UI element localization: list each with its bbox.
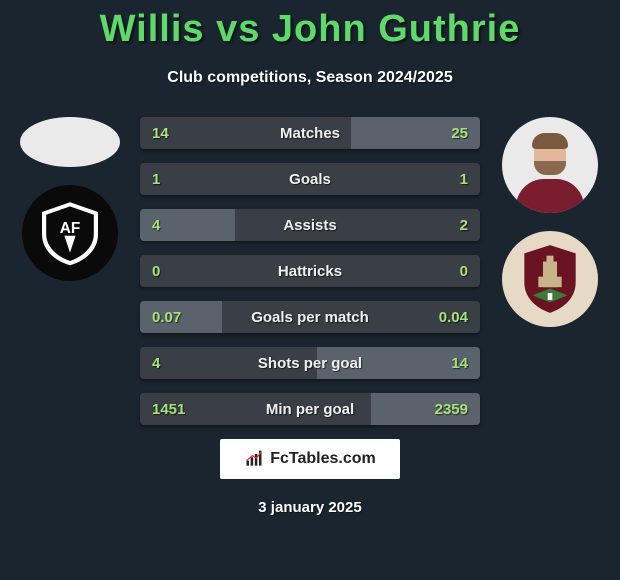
generated-date: 3 january 2025 — [0, 499, 620, 516]
svg-text:AF: AF — [60, 220, 81, 237]
stat-right-value: 0.04 — [439, 309, 468, 326]
stat-row: 14Matches25 — [140, 117, 480, 149]
stat-label: Goals — [140, 171, 480, 188]
shield-icon: AF — [35, 198, 105, 268]
season-subtitle: Club competitions, Season 2024/2025 — [0, 69, 620, 87]
stat-left-value: 1 — [152, 171, 160, 188]
stat-label: Min per goal — [140, 401, 480, 418]
chart-icon — [244, 449, 264, 469]
stat-label: Assists — [140, 217, 480, 234]
stat-left-value: 0.07 — [152, 309, 181, 326]
stat-right-value: 25 — [451, 125, 468, 142]
stat-row: 1451Min per goal2359 — [140, 393, 480, 425]
stat-right-value: 2 — [460, 217, 468, 234]
player-right-column — [490, 117, 610, 327]
stat-label: Shots per goal — [140, 355, 480, 372]
stat-row: 1Goals1 — [140, 163, 480, 195]
stat-row: 0.07Goals per match0.04 — [140, 301, 480, 333]
player-right-photo — [502, 117, 598, 213]
stat-right-value: 2359 — [435, 401, 468, 418]
stat-right-value: 1 — [460, 171, 468, 188]
crest-icon — [520, 244, 580, 314]
stat-left-value: 4 — [152, 217, 160, 234]
footer-brand-text: FcTables.com — [270, 450, 376, 468]
club-badge-right — [502, 231, 598, 327]
stat-left-value: 14 — [152, 125, 169, 142]
stat-right-value: 14 — [451, 355, 468, 372]
stat-left-value: 1451 — [152, 401, 185, 418]
stat-label: Goals per match — [140, 309, 480, 326]
stat-label: Matches — [140, 125, 480, 142]
stat-row: 4Assists2 — [140, 209, 480, 241]
comparison-content: AF 14Matches251Goals14Assists20Hattricks… — [0, 117, 620, 425]
page-title: Willis vs John Guthrie — [0, 0, 620, 51]
stat-row: 0Hattricks0 — [140, 255, 480, 287]
stat-row: 4Shots per goal14 — [140, 347, 480, 379]
player-left-column: AF — [10, 117, 130, 281]
stat-left-value: 0 — [152, 263, 160, 280]
stats-bars: 14Matches251Goals14Assists20Hattricks00.… — [140, 117, 480, 425]
footer-brand-badge: FcTables.com — [220, 439, 400, 479]
club-badge-left: AF — [22, 185, 118, 281]
stat-right-value: 0 — [460, 263, 468, 280]
stat-label: Hattricks — [140, 263, 480, 280]
stat-left-value: 4 — [152, 355, 160, 372]
player-left-photo-placeholder — [20, 117, 120, 167]
